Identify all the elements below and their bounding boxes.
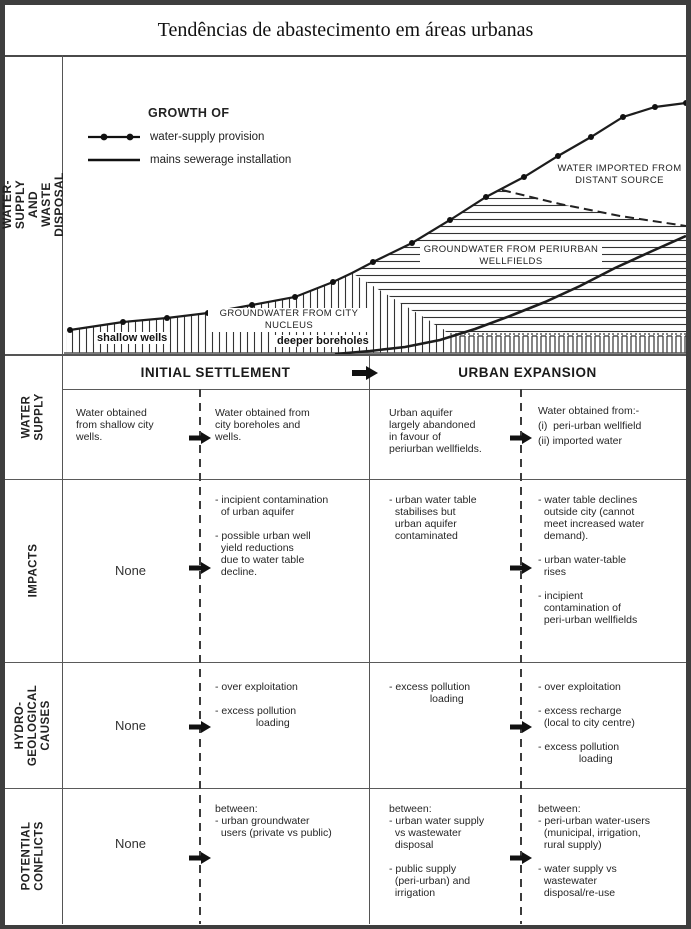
cell-water-supply-expansion-1: Urban aquifer largely abandoned in favou…	[389, 407, 482, 455]
cell-impacts-expansion-2: - water table declines outside city (can…	[538, 494, 645, 626]
cell-impacts-expansion-1: - urban water table stabilises but urban…	[389, 494, 477, 542]
cell-conflicts-expansion-2: between: - peri-urban water-users (munic…	[538, 803, 651, 899]
cell-water-supply-expansion-2: Water obtained from:- (i) peri-urban wel…	[538, 405, 642, 447]
comb-hatched-band	[448, 333, 686, 353]
chart-table-divider	[5, 354, 686, 356]
progression-arrow	[510, 721, 532, 733]
progression-arrow	[189, 852, 211, 864]
progression-arrow	[510, 562, 532, 574]
water-supply-curve	[69, 101, 686, 332]
sidebar-cell-impacts: IMPACTS	[5, 479, 62, 662]
header-progression-arrow	[352, 366, 378, 380]
cell-impacts-initial-1: None	[114, 563, 147, 578]
legend-item-water-supply: water-supply provision	[88, 131, 338, 143]
sidebar-divider	[62, 55, 63, 924]
column-header-initial-settlement: INITIAL SETTLEMENT	[140, 364, 291, 380]
row-divider-1	[5, 479, 686, 480]
cell-water-supply-initial-2: Water obtained from city boreholes and w…	[215, 407, 310, 443]
cell-causes-expansion-1: - excess pollution loading	[389, 681, 471, 705]
sidebar-cell-hydro-causes: HYDRO- GEOLOGICAL CAUSES	[5, 662, 62, 788]
header-row-divider	[62, 389, 686, 390]
legend-item-label: mains sewerage installation	[150, 154, 292, 166]
cell-causes-initial-2: - over exploitation - excess pollution l…	[215, 681, 298, 729]
progression-arrow	[510, 432, 532, 444]
legend-title: GROWTH OF	[148, 106, 230, 120]
progression-arrow	[189, 432, 211, 444]
progression-arrow	[510, 852, 532, 864]
cell-water-supply-initial-1: Water obtained from shallow city wells.	[76, 407, 154, 443]
sewerage-legend-glyph	[88, 158, 140, 162]
area-label-deeper-boreholes: deeper boreholes	[274, 335, 372, 347]
area-label-imported-water: WATER IMPORTED FROM DISTANT SOURCE	[557, 163, 682, 186]
cell-causes-initial-1: None	[114, 717, 147, 733]
page-title: Tendências de abastecimento em áreas urb…	[157, 18, 534, 41]
chart-legend: GROWTH OF water-supply provision mains s…	[88, 106, 338, 166]
cell-causes-expansion-2: - over exploitation - excess recharge (l…	[538, 681, 635, 765]
row-label-impacts: IMPACTS	[26, 543, 39, 598]
imported-water-dashed-line	[501, 189, 686, 227]
progression-arrow	[189, 721, 211, 733]
dashed-divider-left	[199, 389, 201, 924]
title-band: Tendências de abastecimento em áreas urb…	[5, 5, 686, 57]
area-label-city-nucleus: GROUNDWATER FROM CITY NUCLEUS	[208, 308, 370, 332]
sidebar-cell-water-supply: WATER SUPPLY	[5, 354, 62, 479]
sewerage-curve	[334, 234, 686, 355]
dashed-divider-right	[520, 389, 522, 924]
column-header-urban-expansion: URBAN EXPANSION	[458, 364, 597, 380]
area-label-periurban-wellfields: GROUNDWATER FROM PERIURBAN WELLFIELDS	[420, 244, 602, 268]
cell-conflicts-initial-2: between: - urban groundwater users (priv…	[215, 803, 332, 839]
area-label-shallow-wells: shallow wells	[94, 332, 171, 344]
sidebar-cell-chart: WATER-SUPPLY AND WASTE DISPOSAL	[0, 55, 66, 354]
sidebar-cell-conflicts: POTENTIAL CONFLICTS	[5, 788, 62, 924]
row-label-conflicts: POTENTIAL CONFLICTS	[20, 821, 46, 891]
row-divider-3	[5, 788, 686, 789]
cell-conflicts-initial-1: None	[114, 835, 147, 851]
section-divider	[369, 354, 370, 924]
supply-trends-chart	[64, 100, 686, 355]
cell-conflicts-expansion-1: between: - urban water supply vs wastewa…	[389, 803, 485, 899]
row-label-hydro-causes: HYDRO- GEOLOGICAL CAUSES	[14, 684, 52, 766]
figure-background	[5, 5, 686, 925]
cell-impacts-initial-2: - incipient contamination of urban aquif…	[215, 494, 329, 578]
row-label-water-supply: WATER SUPPLY	[20, 392, 46, 441]
legend-item-sewerage: mains sewerage installation	[88, 154, 338, 166]
water-supply-legend-glyph	[88, 133, 140, 141]
progression-arrow	[189, 562, 211, 574]
sidebar-label-water-supply-waste: WATER-SUPPLY AND WASTE DISPOSAL	[0, 172, 67, 237]
row-divider-2	[5, 662, 686, 663]
legend-item-label: water-supply provision	[150, 131, 265, 143]
water-supply-curve-markers	[67, 100, 686, 333]
